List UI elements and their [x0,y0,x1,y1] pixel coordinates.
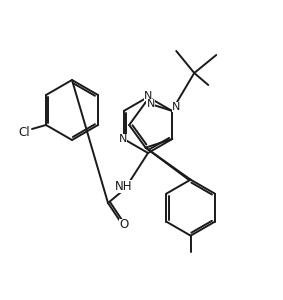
Text: Cl: Cl [18,125,30,139]
Text: N: N [172,102,181,112]
Text: N: N [119,134,127,144]
Text: N: N [146,99,155,109]
Text: N: N [144,91,152,101]
Text: O: O [119,218,129,232]
Text: NH: NH [115,179,133,193]
